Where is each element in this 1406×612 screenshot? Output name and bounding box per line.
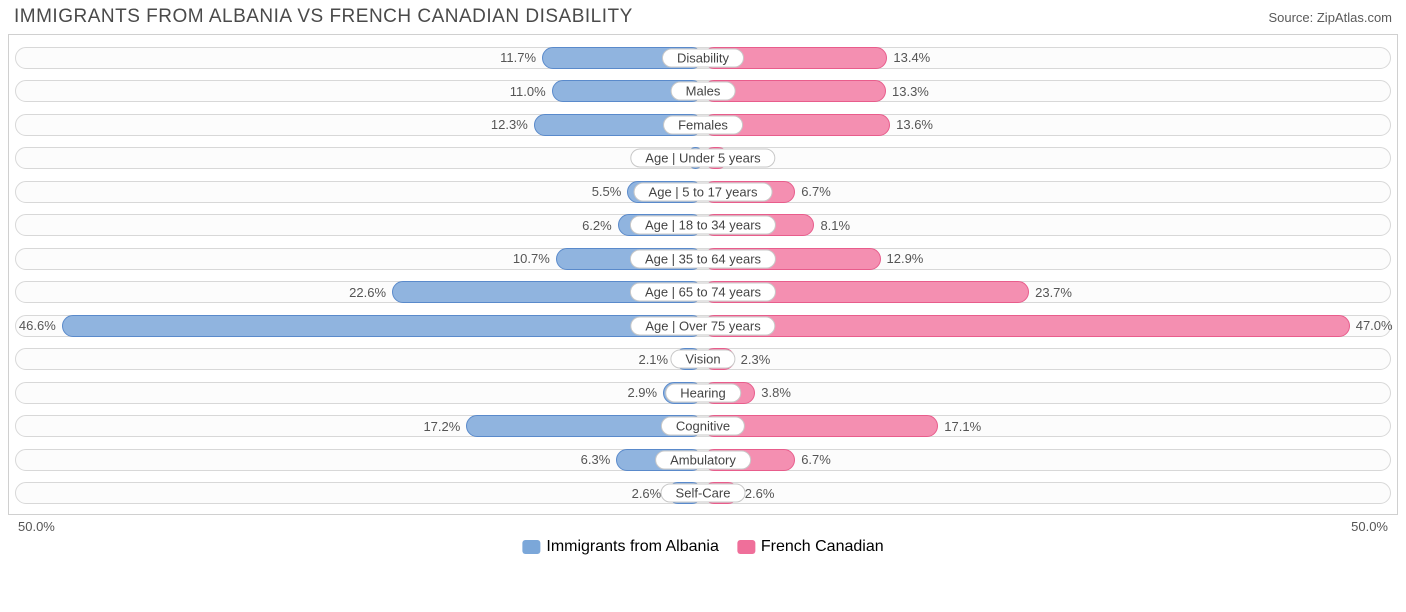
category-label: Age | Under 5 years [630,149,775,168]
chart-row: 10.7% 12.9% Age | 35 to 64 years [15,244,1391,274]
value-right: 13.6% [890,110,933,140]
chart-title: IMMIGRANTS FROM ALBANIA VS FRENCH CANADI… [14,6,633,28]
category-label: Age | Over 75 years [630,316,775,335]
value-left: 5.5% [592,177,628,207]
value-right: 47.0% [1350,311,1393,341]
chart-row: 17.2% 17.1% Cognitive [15,411,1391,441]
chart-footer: 50.0% 50.0% Immigrants from Albania Fren… [8,517,1398,539]
category-label: Hearing [665,383,741,402]
value-left: 10.7% [513,244,556,274]
bar-left [62,315,703,337]
value-right: 17.1% [938,411,981,441]
chart-row: 1.1%1.9%Age | Under 5 years [15,143,1391,173]
category-label: Age | 18 to 34 years [630,216,776,235]
value-right: 8.1% [814,210,850,240]
chart-row: 2.6%2.6%Self-Care [15,478,1391,508]
category-label: Vision [670,350,735,369]
chart-row: 6.3% 6.7% Ambulatory [15,445,1391,475]
chart-row: 22.6% 23.7% Age | 65 to 74 years [15,277,1391,307]
value-left: 6.3% [581,445,617,475]
value-right: 23.7% [1029,277,1072,307]
value-left: 12.3% [491,110,534,140]
value-left: 2.9% [627,378,663,408]
chart-area: 11.7% 13.4% Disability 11.0% 13.3% Males 12.3%… [8,34,1398,515]
legend-item-right: French Canadian [737,538,884,556]
value-left: 11.7% [500,43,542,73]
value-right: 13.3% [886,76,929,106]
chart-row: 2.1% 2.3%Vision [15,344,1391,374]
category-label: Females [663,115,743,134]
category-label: Age | 65 to 74 years [630,283,776,302]
value-right: 2.3% [735,344,771,374]
value-right: 6.7% [795,177,831,207]
value-right: 13.4% [887,43,930,73]
value-left: 6.2% [582,210,618,240]
chart-row: 6.2% 8.1% Age | 18 to 34 years [15,210,1391,240]
legend: Immigrants from Albania French Canadian [522,538,883,556]
chart-header: IMMIGRANTS FROM ALBANIA VS FRENCH CANADI… [0,0,1406,32]
axis-max-right: 50.0% [1351,519,1388,534]
chart-source: Source: ZipAtlas.com [1268,10,1392,25]
legend-label-right: French Canadian [761,538,884,556]
chart-row: 11.0% 13.3% Males [15,76,1391,106]
legend-label-left: Immigrants from Albania [546,538,719,556]
chart-row: 11.7% 13.4% Disability [15,43,1391,73]
value-left: 17.2% [423,411,466,441]
chart-row: 12.3% 13.6% Females [15,110,1391,140]
value-left: 22.6% [349,277,392,307]
bar-right [703,315,1350,337]
category-label: Ambulatory [655,450,751,469]
value-left: 2.1% [638,344,674,374]
category-label: Cognitive [661,417,745,436]
value-right: 6.7% [795,445,831,475]
value-left: 11.0% [510,76,552,106]
chart-row: 46.6% 47.0% Age | Over 75 years [15,311,1391,341]
category-label: Age | 35 to 64 years [630,249,776,268]
legend-swatch-left [522,540,540,554]
category-label: Age | 5 to 17 years [634,182,773,201]
chart-row: 2.9% 3.8% Hearing [15,378,1391,408]
category-label: Males [671,82,736,101]
value-right: 12.9% [881,244,924,274]
axis-max-left: 50.0% [18,519,55,534]
value-right: 3.8% [755,378,791,408]
legend-item-left: Immigrants from Albania [522,538,719,556]
value-left: 46.6% [19,311,62,341]
category-label: Disability [662,48,744,67]
category-label: Self-Care [661,484,746,503]
legend-swatch-right [737,540,755,554]
chart-row: 5.5% 6.7% Age | 5 to 17 years [15,177,1391,207]
